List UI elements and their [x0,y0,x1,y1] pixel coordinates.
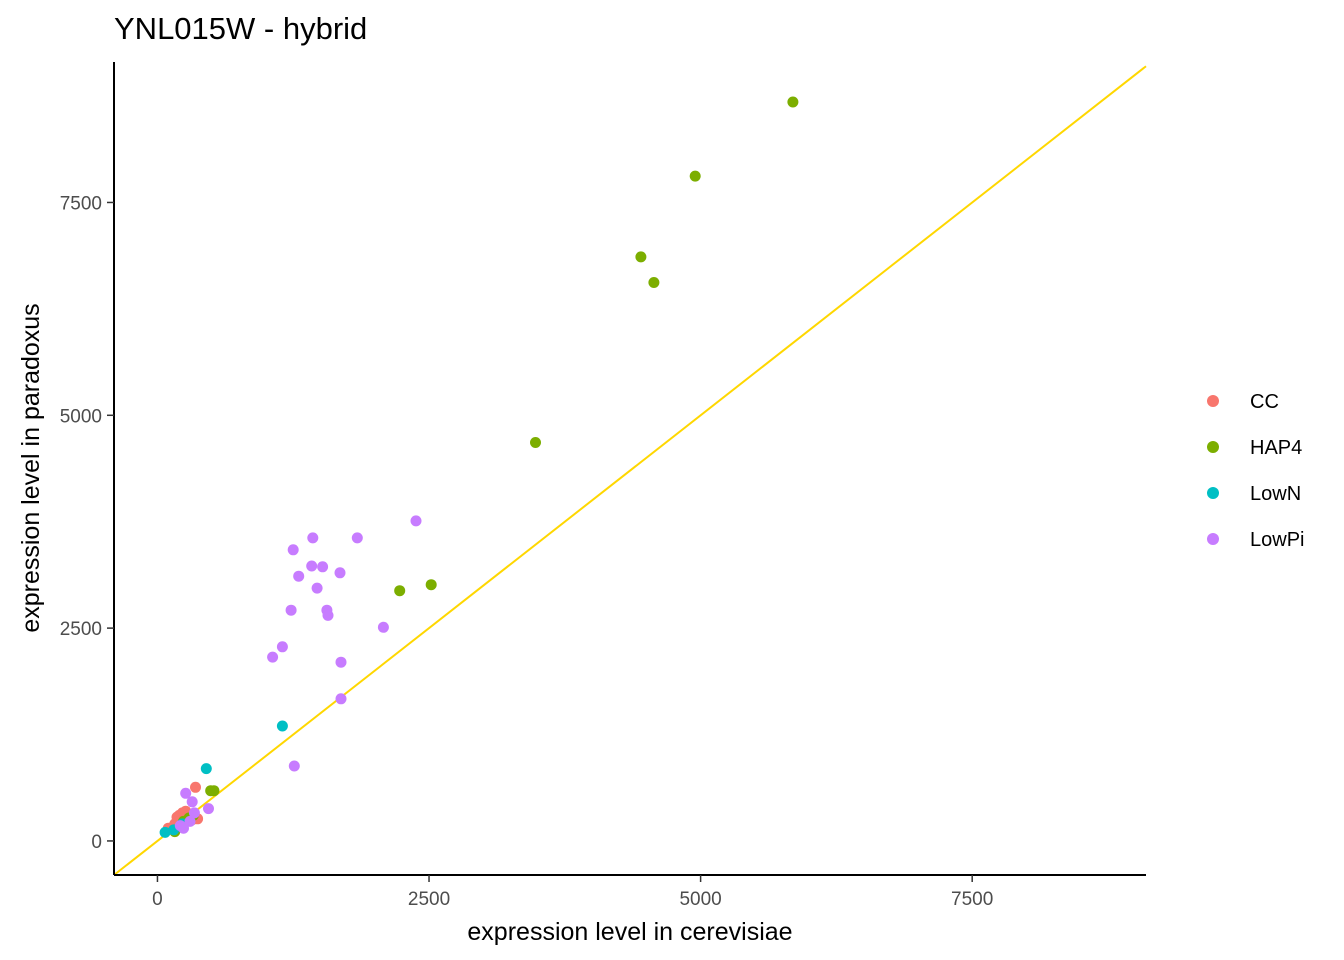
y-tick-label: 7500 [60,193,102,214]
point-lowpi-20 [203,803,214,815]
legend-label: HAP4 [1250,437,1302,459]
x-tick-label: 2500 [408,889,450,910]
x-axis-ticks: 0 2500 5000 7500 [152,875,993,910]
point-lowpi-6 [334,567,346,579]
legend-item-hap4: HAP4 [1207,437,1302,459]
point-lowpi-18 [180,787,192,799]
y-tick-label: 5000 [60,406,102,427]
point-lowpi-0 [410,515,422,527]
point-hap4-5 [425,579,437,591]
point-hap4-3 [648,277,660,288]
legend-label: LowPi [1250,529,1304,551]
legend-key [1207,441,1219,453]
point-lown-1 [276,720,288,732]
point-hap4-4 [530,437,541,448]
point-lowpi-8 [311,582,323,594]
point-lowpi-3 [287,544,299,556]
point-lowpi-11 [322,609,334,621]
x-tick-label: 5000 [679,889,721,910]
point-lowpi-4 [306,560,318,572]
point-lowpi-21 [184,815,196,827]
series-lowpi [174,515,422,834]
x-axis-title: expression level in cerevisiae [467,918,792,946]
legend-item-cc: CC [1207,391,1279,413]
point-lown-2 [159,826,171,838]
x-tick-label: 7500 [951,889,993,910]
y-tick-label: 0 [91,832,102,853]
point-lowpi-14 [267,651,279,663]
point-lowpi-1 [307,532,319,544]
y-tick-label: 2500 [60,619,102,640]
point-lowpi-15 [335,656,347,668]
plot-area [113,65,1147,876]
point-lowpi-2 [351,532,363,544]
point-hap4-6 [394,585,406,597]
legend: CC HAP4 LowN LowPi [1207,391,1304,551]
legend-label: LowN [1250,483,1301,505]
point-lowpi-7 [293,570,305,582]
point-lowpi-12 [377,621,389,633]
point-lowpi-16 [335,693,347,705]
point-hap4-2 [635,251,647,263]
point-lowpi-13 [276,641,288,653]
point-hap4-0 [787,96,799,108]
point-hap4-1 [689,170,701,182]
point-lowpi-9 [285,604,297,616]
identity-line [113,65,1147,876]
point-lowpi-17 [288,760,300,772]
point-lowpi-23 [174,820,186,832]
y-axis-ticks: 0 2500 5000 7500 [60,193,114,853]
chart-title: YNL015W - hybrid [114,11,367,46]
point-cc-8 [190,781,201,793]
y-axis-title: expression level in paradoxus [17,303,45,632]
legend-key [1207,487,1219,499]
legend-key [1207,533,1219,545]
x-tick-label: 0 [152,889,163,910]
legend-item-lown: LowN [1207,483,1301,505]
point-lowpi-5 [317,561,329,573]
point-lowpi-24 [188,807,200,819]
series-lown [159,720,288,838]
point-hap4-8 [208,785,220,797]
series-hap4 [169,96,799,838]
point-lowpi-19 [186,796,198,808]
legend-item-lowpi: LowPi [1207,529,1304,551]
legend-key [1207,395,1219,407]
point-lown-0 [200,763,212,775]
legend-label: CC [1250,391,1279,413]
